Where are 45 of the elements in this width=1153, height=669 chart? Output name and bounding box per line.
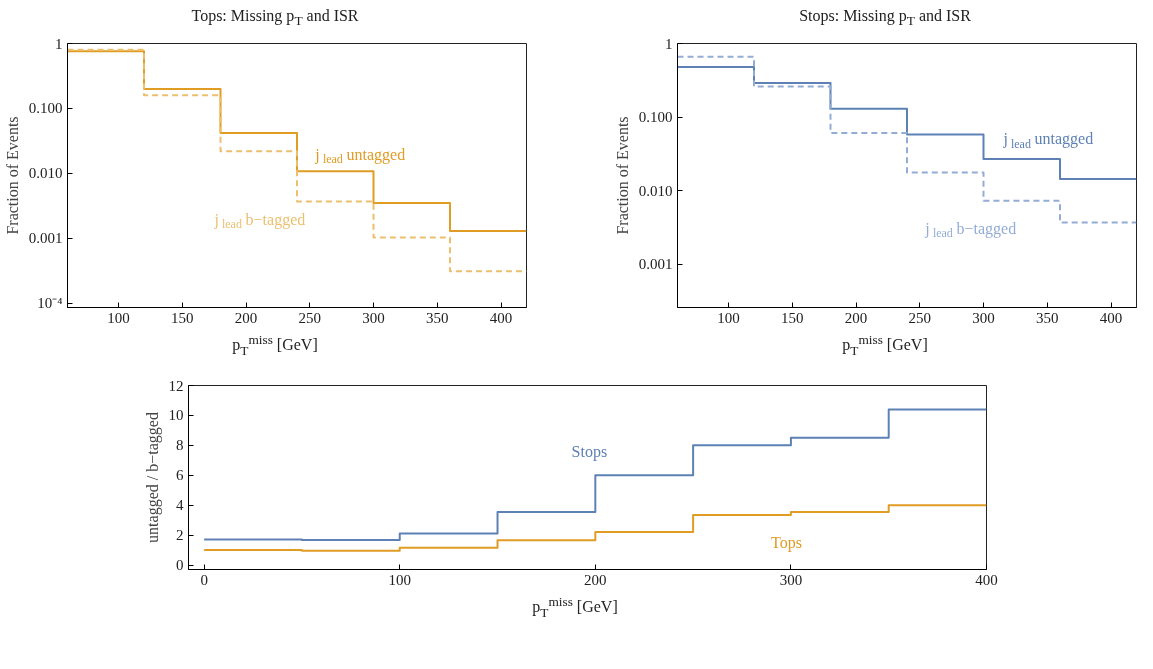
y-axis-title: untagged / b−tagged	[143, 411, 162, 543]
y-tick-label: 0.100	[28, 100, 63, 117]
y-tick-label: 10⁻⁴	[37, 295, 63, 312]
y-tick-label: 1	[665, 35, 673, 52]
chart-title: Tops: Missing p$_{T}$ and ISR	[191, 6, 359, 31]
x-axis-title: p$_{T}$$^{miss}$ [GeV]	[842, 331, 928, 360]
chart-title: Stops: Missing p$_{T}$ and ISR	[799, 6, 971, 31]
x-tick-label: 200	[234, 309, 258, 326]
annotation: Tops	[771, 534, 802, 553]
x-axis-title: p$_{T}$$^{miss}$ [GeV]	[232, 331, 318, 360]
x-tick-label: 250	[298, 309, 321, 326]
y-axis-title: Fraction of Events	[3, 116, 21, 235]
x-tick-label: 400	[489, 309, 513, 326]
x-tick-label: 300	[362, 309, 385, 326]
x-tick-label: 150	[781, 309, 804, 326]
x-tick-label: 250	[908, 309, 931, 326]
x-tick-label: 400	[1099, 309, 1123, 326]
x-tick-label: 150	[171, 309, 194, 326]
y-tick-label: 8	[176, 437, 184, 454]
x-tick-label: 300	[779, 571, 803, 588]
x-tick-label: 100	[717, 309, 740, 326]
y-tick-label: 0.001	[28, 230, 63, 247]
x-tick-label: 200	[844, 309, 868, 326]
x-tick-label: 400	[975, 571, 998, 588]
x-tick-label: 200	[584, 571, 607, 588]
x-tick-label: 350	[426, 309, 449, 326]
annotation: Stops	[571, 443, 608, 462]
x-tick-label: 100	[107, 309, 130, 326]
x-axis-title: p$_{T}$$^{miss}$ [GeV]	[532, 592, 618, 622]
x-tick-label: 0	[200, 571, 208, 588]
y-tick-label: 0	[176, 556, 184, 573]
y-tick-label: 6	[176, 467, 184, 484]
x-tick-label: 300	[972, 309, 995, 326]
y-tick-label: 0.001	[638, 256, 673, 273]
y-tick-label: 4	[176, 496, 184, 513]
y-tick-label: 2	[176, 526, 184, 543]
y-tick-label: 12	[168, 377, 184, 394]
y-axis-title: Fraction of Events	[613, 116, 631, 235]
x-tick-label: 350	[1036, 309, 1059, 326]
y-tick-label: 0.010	[638, 183, 673, 199]
y-tick-label: 0.010	[28, 165, 63, 182]
y-tick-label: 1	[55, 35, 63, 52]
y-tick-label: 10	[168, 407, 184, 424]
y-tick-label: 0.100	[638, 109, 673, 126]
x-tick-label: 100	[388, 571, 411, 588]
